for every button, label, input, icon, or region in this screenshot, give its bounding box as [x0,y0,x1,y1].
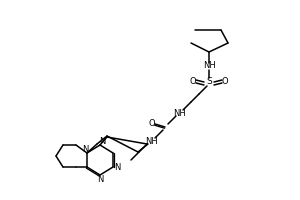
Text: NH: NH [202,62,215,71]
Text: O: O [222,77,228,86]
Text: N: N [82,144,88,154]
Text: N: N [99,138,105,146]
Text: N: N [114,162,120,171]
Text: S: S [206,77,212,86]
Text: NH: NH [174,108,186,117]
Text: NH: NH [145,136,158,146]
Text: O: O [149,118,155,128]
Text: N: N [97,174,103,184]
Text: O: O [190,77,196,86]
